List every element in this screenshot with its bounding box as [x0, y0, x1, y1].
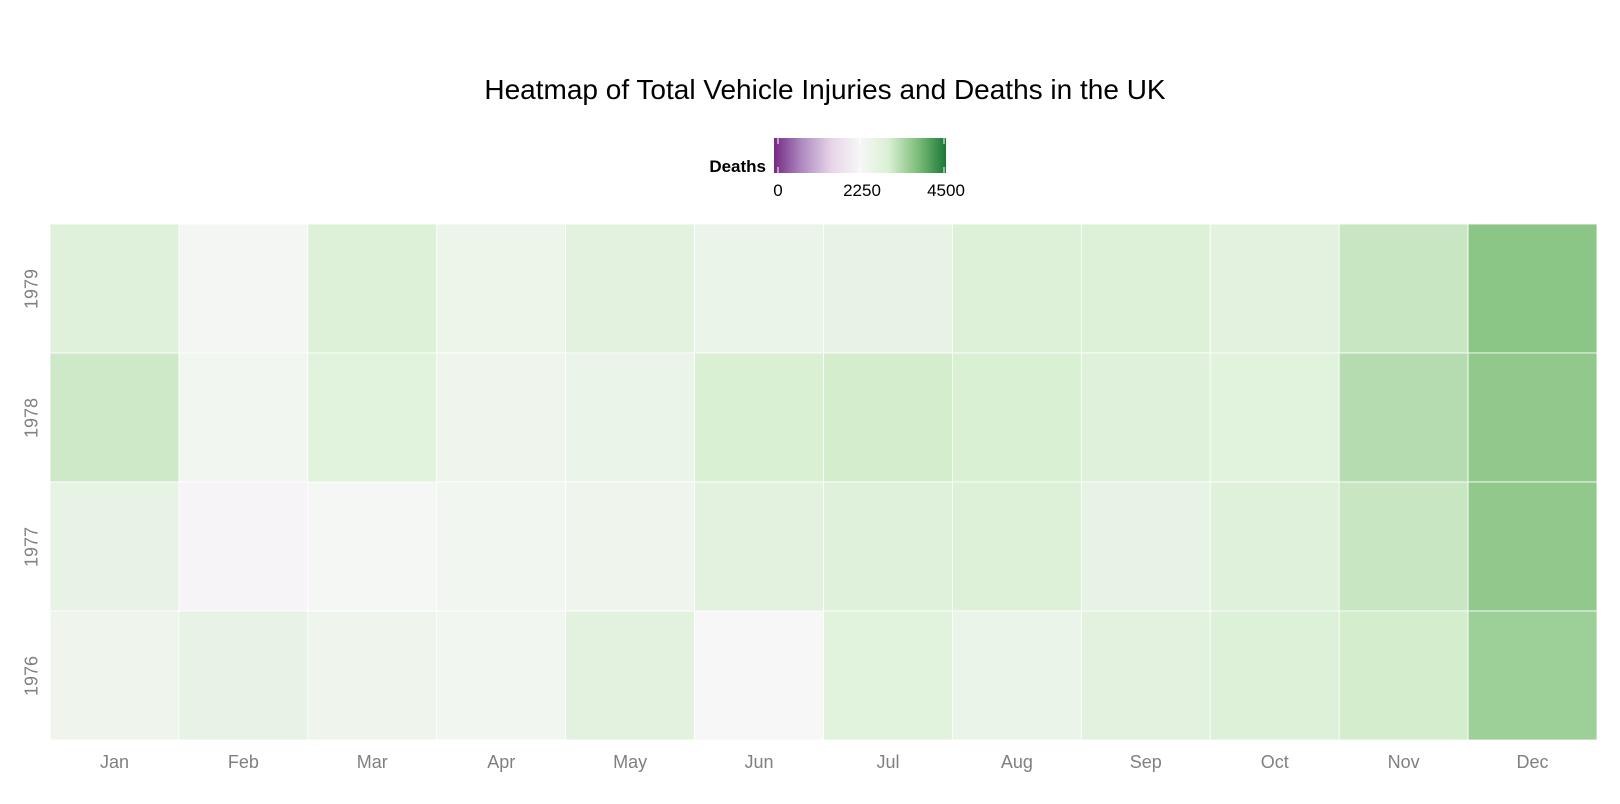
- heatmap-cell-1977-jul: [823, 481, 953, 612]
- x-tick-label-sep: Sep: [1129, 752, 1162, 772]
- heatmap-cell-1979-oct: [1209, 223, 1340, 354]
- heatmap-cell-1979-may: [565, 223, 695, 354]
- x-tick-label-dec: Dec: [1516, 752, 1549, 772]
- legend-colorbar: [774, 138, 946, 173]
- heatmap-cell-1977-aug: [952, 481, 1082, 612]
- heatmap-cell-1976-aug: [952, 610, 1082, 741]
- heatmap-cell-1978-may: [565, 352, 695, 483]
- x-tick-label-mar: Mar: [356, 752, 388, 772]
- heatmap-cell-1979-jun: [694, 223, 824, 354]
- heatmap-cell-1976-feb: [178, 610, 309, 741]
- y-tick-label-1979: 1979: [21, 268, 42, 309]
- heatmap-cell-1976-jun: [694, 610, 824, 741]
- x-tick-label-feb: Feb: [227, 752, 259, 772]
- heatmap-cell-1979-jul: [823, 223, 953, 354]
- heatmap-cell-1979-aug: [952, 223, 1082, 354]
- heatmap-cell-1978-nov: [1338, 352, 1469, 483]
- heatmap-cell-1978-jan: [49, 352, 180, 483]
- heatmap-cell-1976-mar: [307, 610, 438, 741]
- x-tick-label-nov: Nov: [1387, 752, 1420, 772]
- heatmap-cell-1977-feb: [178, 481, 309, 612]
- heatmap-cell-1979-apr: [436, 223, 567, 354]
- heatmap-cell-1978-aug: [952, 352, 1082, 483]
- heatmap-cell-1977-apr: [436, 481, 567, 612]
- heatmap-cell-1977-jun: [694, 481, 824, 612]
- heatmap-cell-1976-oct: [1209, 610, 1340, 741]
- heatmap-cell-1978-dec: [1467, 352, 1598, 483]
- y-tick-label-1978: 1978: [21, 397, 42, 438]
- legend-tick-1: 2250: [843, 181, 881, 200]
- heatmap-cell-1979-feb: [178, 223, 309, 354]
- heatmap-cell-1976-jan: [49, 610, 180, 741]
- heatmap-cell-1979-mar: [307, 223, 438, 354]
- x-tick-label-jul: Jul: [876, 752, 900, 772]
- heatmap-cell-1977-nov: [1338, 481, 1469, 612]
- heatmap-cell-1977-sep: [1080, 481, 1211, 612]
- heatmap-cell-1978-oct: [1209, 352, 1340, 483]
- x-tick-label-apr: Apr: [487, 752, 516, 772]
- chart-title: Heatmap of Total Vehicle Injuries and De…: [484, 74, 1166, 105]
- heatmap-cell-1977-may: [565, 481, 695, 612]
- heatmap-cell-1978-feb: [178, 352, 309, 483]
- heatmap-cell-1978-apr: [436, 352, 567, 483]
- heatmap-cell-1976-dec: [1467, 610, 1598, 741]
- x-tick-label-jan: Jan: [99, 752, 129, 772]
- heatmap-cell-1976-may: [565, 610, 695, 741]
- heatmap-cell-1977-mar: [307, 481, 438, 612]
- heatmap-cell-1979-sep: [1080, 223, 1211, 354]
- x-tick-label-jun: Jun: [744, 752, 774, 772]
- heatmap-cell-1979-nov: [1338, 223, 1469, 354]
- x-tick-label-oct: Oct: [1260, 752, 1289, 772]
- x-tick-label-may: May: [613, 752, 648, 772]
- x-tick-label-aug: Aug: [1000, 752, 1033, 772]
- heatmap-cell-1976-sep: [1080, 610, 1211, 741]
- heatmap-cell-1979-dec: [1467, 223, 1598, 354]
- heatmap-cell-1977-jan: [49, 481, 180, 612]
- heatmap-cell-1978-sep: [1080, 352, 1211, 483]
- heatmap-cell-1978-mar: [307, 352, 438, 483]
- heatmap-cell-1976-nov: [1338, 610, 1469, 741]
- heatmap-cell-1978-jun: [694, 352, 824, 483]
- heatmap-cell-1979-jan: [49, 223, 180, 354]
- heatmap-cell-1977-oct: [1209, 481, 1340, 612]
- heatmap-cell-1977-dec: [1467, 481, 1598, 612]
- legend-title: Deaths: [709, 157, 766, 176]
- heatmap-cell-1976-apr: [436, 610, 567, 741]
- heatmap-cell-1976-jul: [823, 610, 953, 741]
- legend-tick-0: 0: [773, 181, 783, 200]
- heatmap-cell-1978-jul: [823, 352, 953, 483]
- y-tick-label-1976: 1976: [21, 655, 42, 696]
- legend-tick-2: 4500: [927, 181, 965, 200]
- y-tick-label-1977: 1977: [21, 526, 42, 567]
